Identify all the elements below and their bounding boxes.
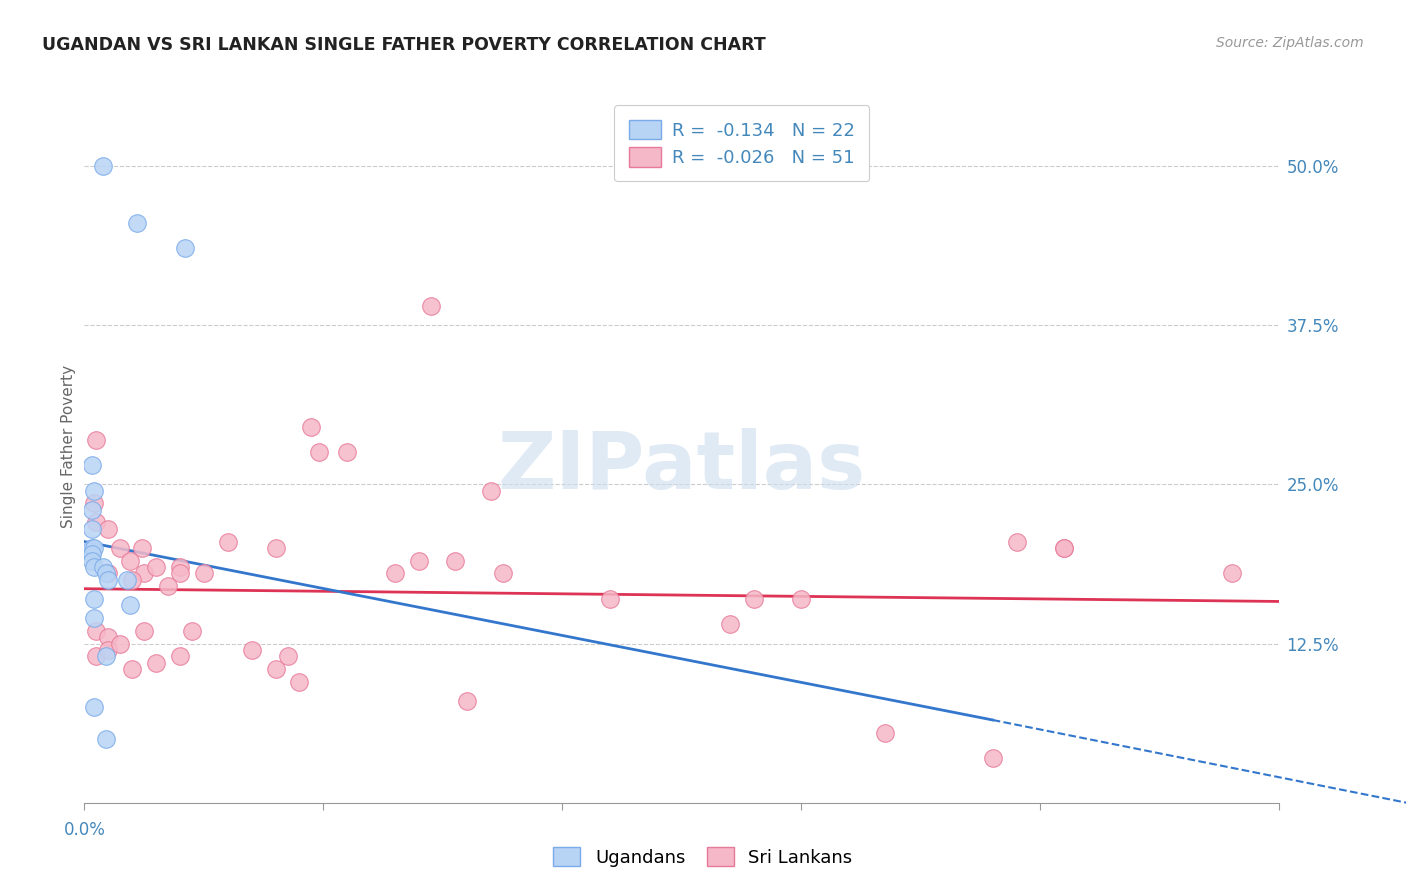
- Point: [110, 636, 132, 650]
- Point: [94, 732, 117, 747]
- Point: [264, 662, 287, 676]
- Point: [444, 554, 467, 568]
- Point: [240, 643, 263, 657]
- Point: [173, 242, 195, 256]
- Point: [118, 599, 141, 613]
- Point: [86, 624, 108, 638]
- Text: ZIPatlas: ZIPatlas: [498, 428, 866, 507]
- Point: [169, 560, 191, 574]
- Point: [94, 566, 117, 581]
- Point: [875, 725, 897, 739]
- Point: [97, 522, 120, 536]
- Point: [86, 433, 108, 447]
- Point: [80, 502, 103, 516]
- Point: [121, 662, 143, 676]
- Point: [181, 624, 204, 638]
- Point: [301, 420, 323, 434]
- Point: [97, 643, 120, 657]
- Point: [288, 674, 311, 689]
- Point: [80, 554, 103, 568]
- Point: [479, 483, 502, 498]
- Point: [80, 547, 103, 561]
- Point: [93, 560, 115, 574]
- Y-axis label: Single Father Poverty: Single Father Poverty: [60, 365, 76, 527]
- Point: [981, 751, 1004, 765]
- Point: [336, 445, 359, 459]
- Point: [132, 624, 156, 638]
- Point: [94, 649, 117, 664]
- Point: [1053, 541, 1076, 555]
- Point: [1220, 566, 1243, 581]
- Point: [86, 516, 108, 530]
- Point: [110, 541, 132, 555]
- Text: Source: ZipAtlas.com: Source: ZipAtlas.com: [1216, 36, 1364, 50]
- Point: [384, 566, 406, 581]
- Point: [420, 299, 443, 313]
- Point: [1005, 534, 1028, 549]
- Text: 0.0%: 0.0%: [63, 821, 105, 838]
- Point: [83, 560, 105, 574]
- Point: [169, 649, 191, 664]
- Point: [132, 566, 156, 581]
- Point: [80, 541, 103, 555]
- Point: [83, 611, 105, 625]
- Point: [718, 617, 741, 632]
- Legend: Ugandans, Sri Lankans: Ugandans, Sri Lankans: [546, 840, 860, 874]
- Point: [217, 534, 239, 549]
- Point: [125, 216, 148, 230]
- Point: [121, 573, 143, 587]
- Point: [308, 445, 330, 459]
- Point: [83, 700, 105, 714]
- Point: [118, 554, 141, 568]
- Point: [80, 458, 103, 472]
- Point: [97, 566, 120, 581]
- Point: [117, 573, 139, 587]
- Point: [93, 159, 115, 173]
- Point: [599, 591, 621, 606]
- Point: [83, 483, 105, 498]
- Point: [277, 649, 299, 664]
- Point: [86, 649, 108, 664]
- Point: [742, 591, 765, 606]
- Point: [408, 554, 430, 568]
- Point: [492, 566, 515, 581]
- Point: [169, 566, 191, 581]
- Legend: R =  -0.134   N = 22, R =  -0.026   N = 51: R = -0.134 N = 22, R = -0.026 N = 51: [614, 105, 869, 181]
- Point: [80, 522, 103, 536]
- Point: [790, 591, 813, 606]
- Point: [97, 630, 120, 644]
- Point: [193, 566, 215, 581]
- Point: [456, 694, 478, 708]
- Point: [83, 591, 105, 606]
- Point: [1053, 541, 1076, 555]
- Text: UGANDAN VS SRI LANKAN SINGLE FATHER POVERTY CORRELATION CHART: UGANDAN VS SRI LANKAN SINGLE FATHER POVE…: [42, 36, 766, 54]
- Point: [157, 579, 180, 593]
- Point: [97, 573, 120, 587]
- Point: [83, 496, 105, 510]
- Point: [145, 560, 167, 574]
- Point: [145, 656, 167, 670]
- Point: [83, 541, 105, 555]
- Point: [264, 541, 287, 555]
- Point: [131, 541, 153, 555]
